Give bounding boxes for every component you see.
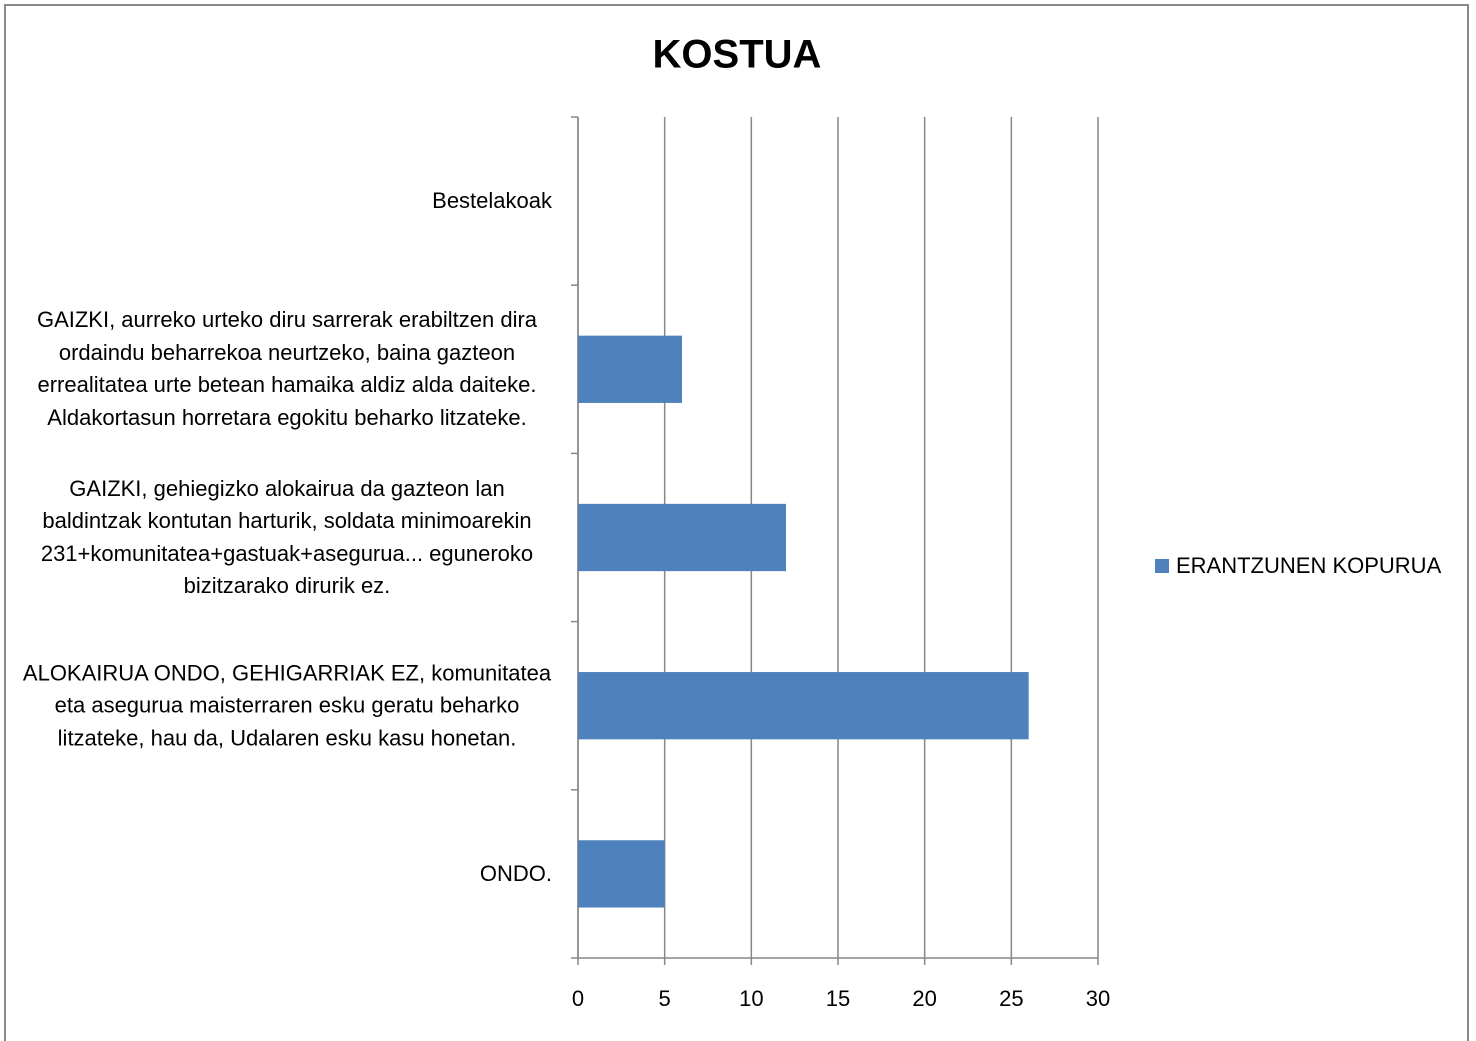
legend-swatch (1155, 559, 1169, 573)
y-tick-label-text: GAIZKI, aurreko urteko diru sarrerak era… (36, 307, 538, 430)
y-tick-label: GAIZKI, aurreko urteko diru sarrerak era… (22, 304, 552, 434)
x-tick-label: 15 (826, 986, 850, 1011)
x-tick-label: 10 (739, 986, 763, 1011)
y-tick-label-text: GAIZKI, gehiegizko alokairua da gazteon … (40, 475, 534, 599)
y-tick-label: GAIZKI, gehiegizko alokairua da gazteon … (22, 473, 552, 603)
y-tick-label-text: Bestelakoak (432, 187, 552, 213)
x-tick-label: 20 (912, 986, 936, 1011)
x-tick-label: 0 (572, 986, 584, 1011)
x-tick-label: 25 (999, 986, 1023, 1011)
y-tick-label-text: ALOKAIRUA ONDO, GEHIGARRIAK EZ, komunita… (22, 659, 552, 750)
bar (578, 840, 665, 908)
chart-title: KOSTUA (653, 33, 822, 77)
legend-label: ERANTZUNEN KOPURUA (1176, 553, 1442, 578)
x-tick-label: 5 (659, 986, 671, 1011)
y-tick-label-text: ONDO. (479, 860, 552, 886)
bar (578, 335, 682, 403)
chart-frame (4, 4, 1469, 1041)
bar (578, 503, 786, 572)
y-tick-label: ONDO. (22, 858, 552, 891)
bar (578, 672, 1029, 740)
y-tick-label: ALOKAIRUA ONDO, GEHIGARRIAK EZ, komunita… (22, 657, 552, 755)
x-tick-label: 30 (1086, 986, 1110, 1011)
y-tick-label: Bestelakoak (22, 185, 552, 218)
